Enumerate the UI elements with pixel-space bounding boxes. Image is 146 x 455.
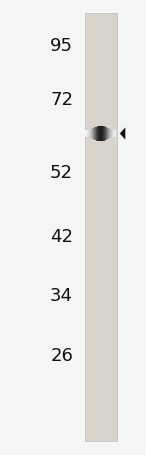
Text: 34: 34 [50, 287, 73, 305]
Bar [100, 126, 101, 142]
Bar [91, 130, 92, 139]
Text: 95: 95 [50, 36, 73, 55]
Text: 42: 42 [50, 228, 73, 246]
Bar [96, 127, 97, 141]
Bar [115, 131, 116, 138]
Bar [108, 129, 109, 140]
Bar [105, 127, 106, 141]
Bar [95, 128, 96, 141]
Bar [89, 130, 90, 138]
Bar [88, 130, 89, 138]
Bar [98, 126, 99, 142]
Text: 52: 52 [50, 164, 73, 182]
Bar [99, 126, 100, 142]
Text: 72: 72 [50, 91, 73, 109]
Bar [113, 131, 114, 138]
Bar [101, 126, 102, 142]
Bar [97, 127, 98, 142]
Text: 26: 26 [50, 346, 73, 364]
Bar [112, 130, 113, 138]
Bar [86, 131, 87, 138]
Bar [92, 129, 93, 139]
Bar [106, 128, 107, 141]
Bar [104, 127, 105, 142]
Bar [87, 131, 88, 138]
Bar [109, 129, 110, 139]
Bar [102, 126, 103, 142]
Bar [85, 14, 117, 441]
Bar [93, 129, 94, 140]
Bar [90, 130, 91, 139]
Bar [94, 128, 95, 140]
Bar [85, 131, 86, 138]
Bar [103, 126, 104, 142]
Bar [107, 128, 108, 140]
Polygon shape [120, 128, 125, 140]
Bar [114, 131, 115, 138]
Bar [111, 130, 112, 138]
